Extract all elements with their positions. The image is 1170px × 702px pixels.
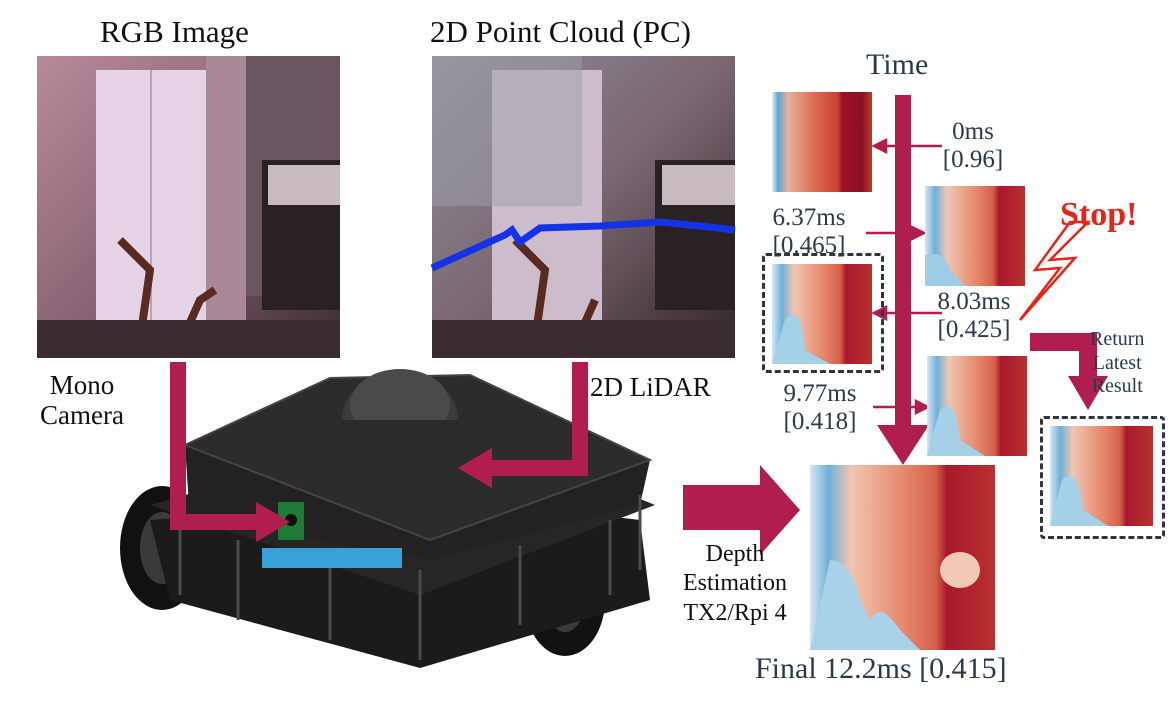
rgb-title: RGB Image (100, 14, 249, 49)
step-0ms: 0ms [0.96] (942, 118, 1004, 173)
depth-estimation-label: Depth Estimation TX2/Rpi 4 (683, 541, 787, 626)
lidar-scan-line (430, 218, 736, 272)
mono-camera-label: Mono Camera (40, 370, 124, 431)
return-arrow (1030, 333, 1097, 380)
depth-map-0ms (772, 92, 872, 192)
time-label: Time (866, 48, 929, 81)
board (262, 548, 402, 568)
point-cloud-image (430, 56, 736, 358)
lidar-arrow (488, 362, 588, 476)
arrow-heads (256, 376, 1108, 555)
pipeline-arrows (170, 95, 1097, 530)
step-arrows (866, 137, 942, 416)
step-9ms: 9.77ms [0.418] (783, 380, 857, 435)
depth-maps (772, 92, 1153, 650)
lightning-icon (1019, 220, 1092, 321)
final-label: Final 12.2ms [0.415] (755, 652, 1007, 685)
dashed-box-returned (1040, 416, 1165, 539)
step-6ms: 6.37ms [0.465] (772, 204, 846, 259)
dashed-box-8ms (762, 253, 884, 373)
rgb-image (37, 56, 340, 358)
camera-arrow (170, 362, 258, 530)
robot-illustration (120, 369, 655, 668)
return-latest-result-label: Return Latest Result (1090, 328, 1145, 398)
step-8ms: 8.03ms [0.425] (937, 288, 1011, 343)
lidar-label: 2D LiDAR (590, 372, 711, 402)
depth-arrow (683, 465, 800, 555)
pc-title: 2D Point Cloud (PC) (430, 14, 691, 49)
stop-label: Stop! (1060, 196, 1138, 233)
